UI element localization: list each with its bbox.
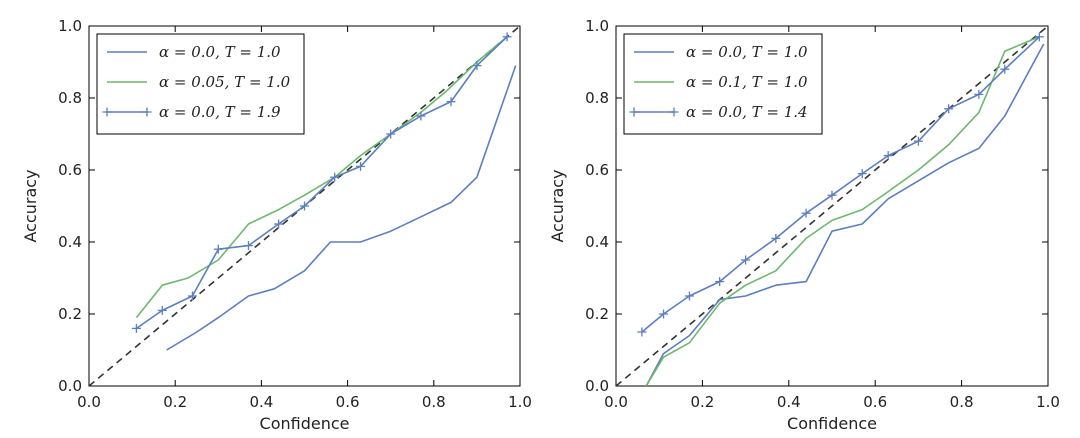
y-tick-label: 0.0: [585, 377, 609, 395]
series-point-marker: [300, 201, 309, 211]
series-point-marker: [883, 151, 893, 161]
y-tick-label: 0.8: [585, 89, 609, 107]
series-point-marker: [659, 309, 669, 319]
series-point-marker: [416, 111, 426, 121]
x-tick-label: 1.0: [508, 393, 532, 411]
x-tick-label: 0.0: [604, 393, 628, 411]
series-point-marker: [741, 255, 751, 265]
legend: α = 0.0, T = 1.0 α = 0.05, T = 1.0 α = 0.0…: [96, 33, 305, 135]
x-axis-label: Confidence: [260, 414, 350, 433]
series-point-marker: [684, 291, 694, 301]
y-tick-label: 0.4: [58, 233, 82, 251]
series-point-marker: [857, 169, 867, 179]
y-tick-label: 0.2: [585, 305, 609, 323]
x-tick-label: 0.4: [249, 393, 273, 411]
legend-item: α = 0.0, T = 1.4: [629, 103, 808, 121]
calibration-chart-left: 0.00.0 0.2 0.2 0.4 0.4 0.6 0.6 0.8 0.8 1.0 1.0 Conf…: [21, 17, 532, 433]
series-point-marker: [330, 172, 340, 182]
series-point-marker: [157, 305, 167, 315]
y-tick-label: 0.2: [58, 305, 82, 323]
series-point-marker: [913, 136, 923, 146]
series-point-marker: [1000, 64, 1010, 74]
legend-label: α = 0.0, T = 1.0: [159, 43, 281, 61]
series-point-marker: [771, 233, 781, 243]
series-line-3: [135, 36, 508, 330]
series-point-marker: [213, 244, 223, 254]
series-point-marker: [827, 190, 837, 200]
series-line-1: [166, 65, 517, 351]
series-point-marker: [446, 97, 456, 107]
x-tick-label: 0.0: [77, 393, 101, 411]
series-point-marker: [944, 104, 954, 114]
plot-area: [616, 26, 1048, 386]
legend: α = 0.0, T = 1.0 α = 0.1, T = 1.0 α = 0.0,…: [623, 33, 823, 135]
y-tick-label: 0.8: [58, 89, 82, 107]
series-point-marker: [801, 208, 811, 218]
series-line-1: [645, 43, 1045, 386]
legend-box: [96, 33, 305, 135]
series-point-marker: [356, 161, 366, 171]
y-tick-label: 0.0: [58, 377, 82, 395]
series-point-marker: [243, 241, 253, 251]
y-tick-label: 0.6: [58, 161, 82, 179]
legend-label: α = 0.0, T = 1.0: [686, 43, 808, 61]
y-tick-label: 0.6: [585, 161, 609, 179]
x-tick-label: 0.8: [950, 393, 974, 411]
plot-area: [89, 26, 520, 386]
series-point-marker: [715, 277, 725, 287]
legend-label: α = 0.0, T = 1.9: [159, 103, 281, 121]
legend-item: α = 0.1, T = 1.0: [634, 73, 808, 91]
series-point-marker: [386, 129, 396, 139]
legend-box: [623, 33, 823, 135]
y-axis-label: Accuracy: [548, 169, 567, 242]
series-point-marker: [1034, 32, 1044, 42]
y-tick-label: 0.4: [585, 233, 609, 251]
series-line-2: [135, 36, 508, 319]
y-axis-label: Accuracy: [21, 169, 40, 242]
legend-item: α = 0.0, T = 1.0: [107, 43, 281, 61]
series-point-marker: [131, 323, 141, 333]
legend-item: α = 0.0, T = 1.9: [102, 103, 281, 121]
series-point-marker: [472, 61, 482, 71]
x-tick-label: 1.0: [1036, 393, 1060, 411]
y-tick-label: 1.0: [585, 17, 609, 35]
series-line-2: [645, 36, 1040, 386]
series-point-marker: [274, 219, 284, 229]
x-tick-label: 0.2: [690, 393, 714, 411]
x-tick-label: 0.6: [863, 393, 887, 411]
legend-item: α = 0.05, T = 1.0: [107, 73, 291, 91]
series-point-marker: [187, 291, 197, 301]
y-tick-label: 1.0: [58, 17, 82, 35]
legend-item: α = 0.0, T = 1.0: [634, 43, 808, 61]
perfect-calibration-line: [616, 26, 1048, 386]
x-tick-label: 0.6: [336, 393, 360, 411]
legend-label: α = 0.05, T = 1.0: [159, 73, 291, 91]
x-tick-label: 0.4: [777, 393, 801, 411]
calibration-chart-right: 0.00.0 0.2 0.2 0.4 0.4 0.6 0.6 0.8 0.8 1.0 1.0 Conf…: [548, 17, 1060, 433]
legend-label: α = 0.0, T = 1.4: [686, 103, 808, 121]
x-tick-label: 0.8: [422, 393, 446, 411]
series-point-marker: [974, 89, 984, 99]
series-point-marker: [502, 32, 512, 42]
legend-label: α = 0.1, T = 1.0: [686, 73, 808, 91]
x-axis-label: Confidence: [787, 414, 877, 433]
x-tick-label: 0.2: [163, 393, 187, 411]
series-point-marker: [637, 327, 647, 337]
